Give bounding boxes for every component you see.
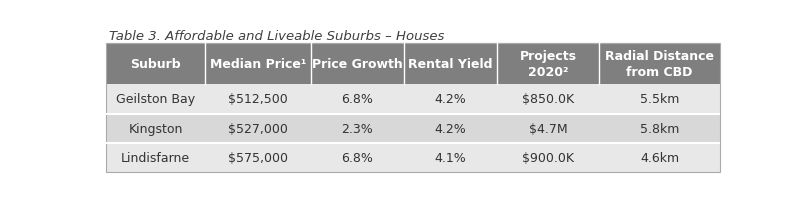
Text: 4.6km: 4.6km [640, 151, 679, 164]
Text: Radial Distance
from CBD: Radial Distance from CBD [605, 50, 714, 79]
Text: $4.7M: $4.7M [529, 122, 567, 135]
FancyBboxPatch shape [106, 114, 720, 143]
Text: $850.0K: $850.0K [522, 93, 574, 106]
FancyBboxPatch shape [497, 44, 599, 85]
Text: Projects
2020²: Projects 2020² [519, 50, 577, 79]
Text: 4.2%: 4.2% [434, 122, 466, 135]
FancyBboxPatch shape [106, 44, 206, 85]
Text: 2.3%: 2.3% [342, 122, 373, 135]
FancyBboxPatch shape [106, 85, 720, 114]
Text: 6.8%: 6.8% [342, 93, 374, 106]
Text: 4.1%: 4.1% [434, 151, 466, 164]
FancyBboxPatch shape [206, 44, 310, 85]
Text: 4.2%: 4.2% [434, 93, 466, 106]
FancyBboxPatch shape [106, 143, 720, 172]
Text: Geilston Bay: Geilston Bay [116, 93, 195, 106]
Text: $575,000: $575,000 [228, 151, 288, 164]
Text: Rental Yield: Rental Yield [408, 58, 493, 71]
FancyBboxPatch shape [404, 44, 497, 85]
FancyBboxPatch shape [599, 44, 720, 85]
Text: Suburb: Suburb [130, 58, 181, 71]
Text: Lindisfarne: Lindisfarne [122, 151, 190, 164]
Text: $527,000: $527,000 [228, 122, 288, 135]
Text: $900.0K: $900.0K [522, 151, 574, 164]
Text: 6.8%: 6.8% [342, 151, 374, 164]
Text: Kingston: Kingston [129, 122, 183, 135]
Text: 5.5km: 5.5km [640, 93, 679, 106]
Text: Table 3. Affordable and Liveable Suburbs – Houses: Table 3. Affordable and Liveable Suburbs… [110, 30, 445, 43]
Text: Price Growth: Price Growth [312, 58, 402, 71]
FancyBboxPatch shape [310, 44, 404, 85]
Text: Median Price¹: Median Price¹ [210, 58, 306, 71]
Text: $512,500: $512,500 [228, 93, 288, 106]
Text: 5.8km: 5.8km [640, 122, 679, 135]
